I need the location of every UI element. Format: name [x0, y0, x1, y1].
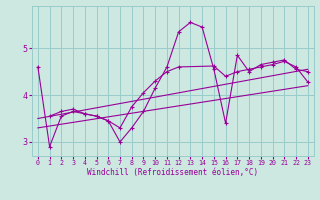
X-axis label: Windchill (Refroidissement éolien,°C): Windchill (Refroidissement éolien,°C)	[87, 168, 258, 177]
